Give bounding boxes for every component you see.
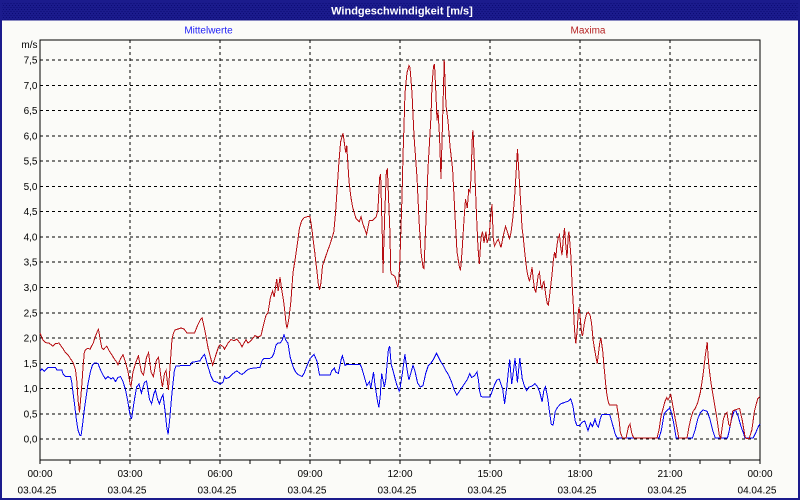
svg-text:4,5: 4,5 <box>24 207 38 218</box>
svg-text:3,5: 3,5 <box>24 258 38 269</box>
svg-text:2,5: 2,5 <box>24 308 38 319</box>
svg-text:03.04.25: 03.04.25 <box>558 486 597 497</box>
svg-text:00:00: 00:00 <box>27 469 52 480</box>
svg-text:15:00: 15:00 <box>477 469 502 480</box>
svg-text:00:00: 00:00 <box>747 469 772 480</box>
svg-text:2,0: 2,0 <box>24 334 38 345</box>
svg-text:5,5: 5,5 <box>24 157 38 168</box>
svg-text:0,5: 0,5 <box>24 409 38 420</box>
svg-text:6,5: 6,5 <box>24 106 38 117</box>
svg-text:Mittelwerte: Mittelwerte <box>184 26 233 37</box>
svg-text:m/s: m/s <box>21 40 37 51</box>
svg-text:Maxima: Maxima <box>570 26 605 37</box>
svg-text:1,5: 1,5 <box>24 359 38 370</box>
svg-text:03.04.25: 03.04.25 <box>468 486 507 497</box>
svg-text:4,0: 4,0 <box>24 233 38 244</box>
svg-text:03.04.25: 03.04.25 <box>108 486 147 497</box>
svg-text:03.04.25: 03.04.25 <box>378 486 417 497</box>
svg-text:3,0: 3,0 <box>24 283 38 294</box>
svg-text:1,0: 1,0 <box>24 384 38 395</box>
svg-text:7,5: 7,5 <box>24 56 38 67</box>
svg-text:03.04.25: 03.04.25 <box>648 486 687 497</box>
svg-text:21:00: 21:00 <box>657 469 682 480</box>
svg-text:06:00: 06:00 <box>207 469 232 480</box>
svg-text:03.04.25: 03.04.25 <box>288 486 327 497</box>
svg-text:03.04.25: 03.04.25 <box>18 486 57 497</box>
svg-text:Windgeschwindigkeit [m/s]: Windgeschwindigkeit [m/s] <box>331 6 473 18</box>
svg-text:04.04.25: 04.04.25 <box>738 486 777 497</box>
svg-text:03:00: 03:00 <box>117 469 142 480</box>
svg-text:6,0: 6,0 <box>24 131 38 142</box>
svg-text:5,0: 5,0 <box>24 182 38 193</box>
svg-text:09:00: 09:00 <box>297 469 322 480</box>
svg-text:0,0: 0,0 <box>24 435 38 446</box>
svg-text:03.04.25: 03.04.25 <box>198 486 237 497</box>
svg-text:7,0: 7,0 <box>24 81 38 92</box>
svg-text:12:00: 12:00 <box>387 469 412 480</box>
svg-text:18:00: 18:00 <box>567 469 592 480</box>
